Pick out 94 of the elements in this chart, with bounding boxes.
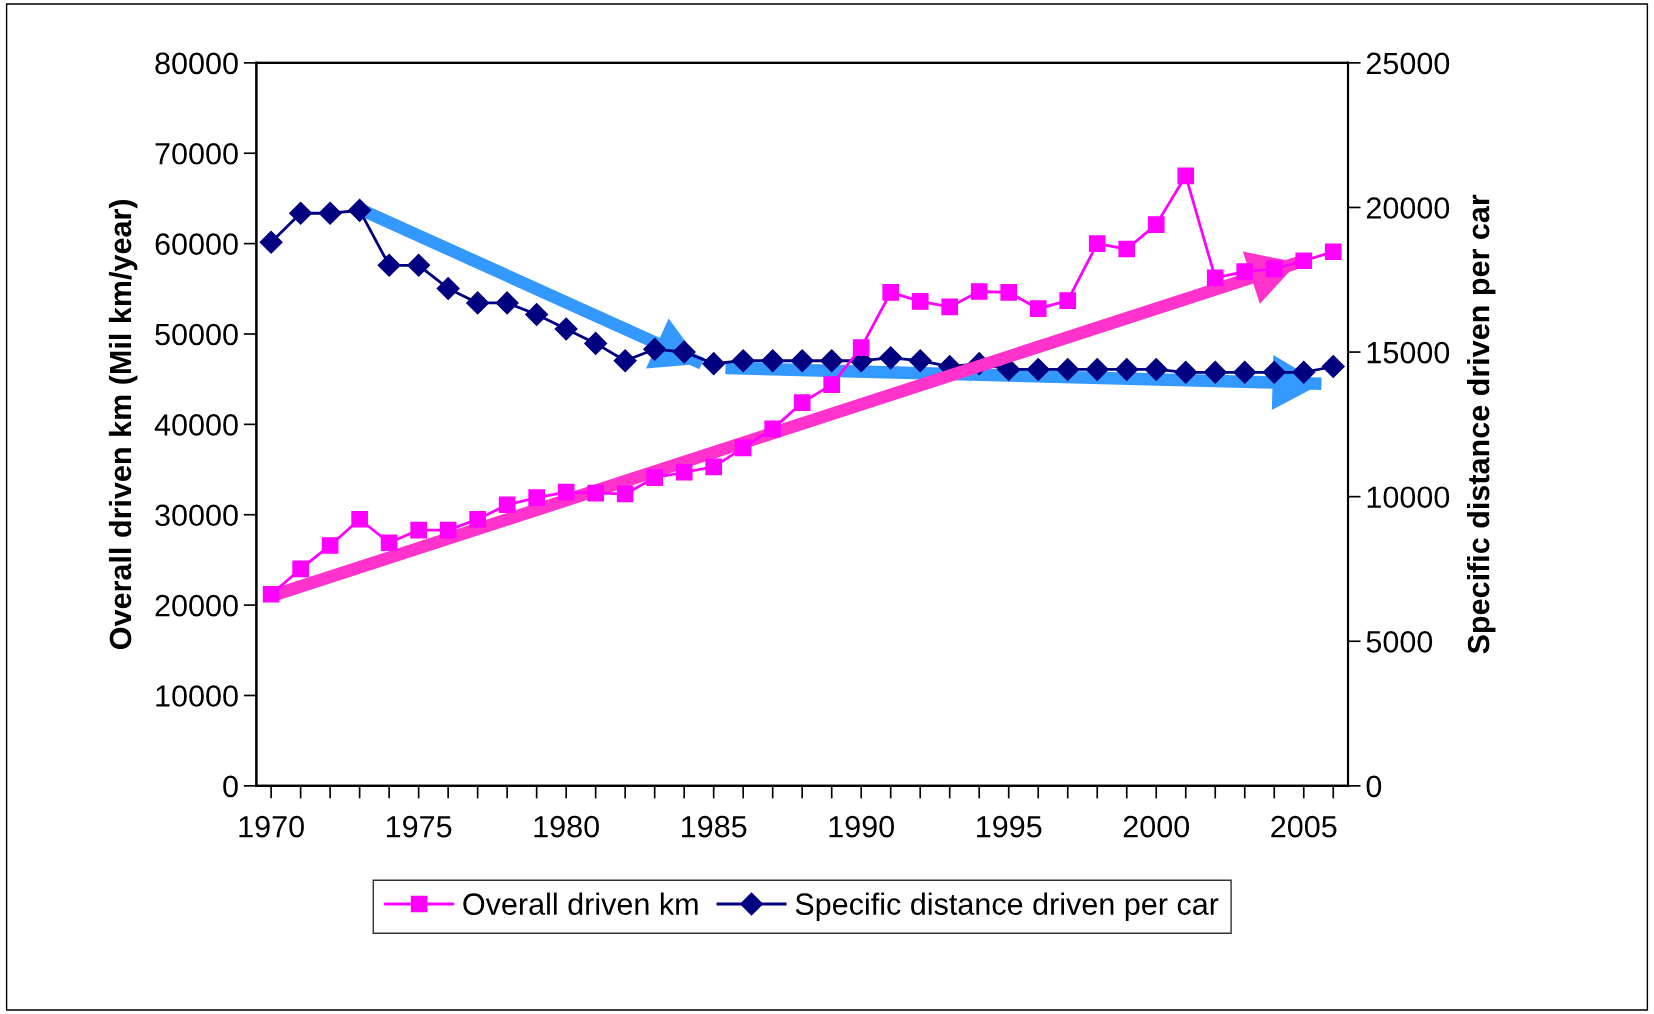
point bbox=[882, 284, 900, 301]
x-tick-label: 1980 bbox=[534, 815, 599, 838]
y2-tick-label: 0 bbox=[1366, 775, 1382, 798]
point bbox=[1206, 269, 1224, 287]
point bbox=[318, 201, 342, 225]
point bbox=[1026, 357, 1050, 381]
y-tick-label: 60000 bbox=[155, 233, 238, 255]
y2-axis-title: Specific distance driven per car bbox=[1467, 194, 1496, 654]
point bbox=[1056, 357, 1080, 381]
y2-tick-label: 15000 bbox=[1367, 341, 1450, 364]
x-tick-label: 1990 bbox=[829, 815, 894, 838]
point bbox=[1233, 360, 1257, 384]
y-tick-label: 70000 bbox=[155, 142, 238, 165]
point bbox=[852, 339, 870, 356]
point bbox=[702, 352, 726, 376]
point bbox=[1174, 360, 1198, 384]
y2-tick-label: 20000 bbox=[1366, 197, 1450, 219]
point bbox=[911, 293, 929, 310]
y-tick-label: 0 bbox=[223, 775, 238, 798]
y-tick-label: 50000 bbox=[155, 323, 238, 346]
point bbox=[761, 349, 785, 373]
y-axis-title: Overall driven km (Mil km/year) bbox=[108, 200, 138, 649]
point bbox=[469, 510, 486, 528]
x-tick-label: 1985 bbox=[682, 815, 747, 838]
point bbox=[1262, 360, 1286, 384]
point bbox=[908, 349, 932, 373]
point bbox=[1295, 252, 1313, 270]
point bbox=[793, 394, 811, 412]
legend-label: Specific distance driven per car bbox=[795, 892, 1219, 922]
y-tick-label: 10000 bbox=[156, 685, 238, 707]
point bbox=[764, 420, 782, 438]
point bbox=[1321, 355, 1345, 379]
point bbox=[1177, 167, 1195, 185]
legend-label: Overall driven km bbox=[463, 892, 698, 915]
point bbox=[436, 276, 460, 300]
point bbox=[584, 331, 608, 355]
point bbox=[407, 253, 431, 277]
point bbox=[820, 349, 844, 373]
point bbox=[292, 560, 309, 578]
point bbox=[466, 291, 490, 315]
point bbox=[1203, 360, 1227, 384]
point bbox=[675, 463, 693, 481]
x-tick-label: 1995 bbox=[977, 815, 1042, 838]
point bbox=[646, 469, 664, 487]
point bbox=[587, 484, 604, 502]
point bbox=[879, 346, 903, 370]
point bbox=[439, 521, 457, 539]
x-tick-label: 1975 bbox=[386, 815, 452, 838]
y-tick-label: 20000 bbox=[155, 594, 238, 617]
point bbox=[616, 485, 634, 503]
point bbox=[731, 349, 755, 373]
point bbox=[554, 317, 578, 341]
point bbox=[1236, 263, 1254, 280]
y2-tick-label: 10000 bbox=[1367, 486, 1450, 509]
point bbox=[613, 349, 637, 373]
point bbox=[377, 253, 401, 277]
point bbox=[1144, 357, 1168, 381]
point bbox=[1059, 292, 1077, 309]
y-tick-label: 30000 bbox=[155, 504, 238, 527]
point bbox=[410, 521, 427, 539]
point bbox=[351, 510, 368, 528]
point bbox=[525, 302, 549, 326]
point bbox=[557, 483, 575, 501]
point bbox=[289, 201, 313, 225]
point bbox=[495, 291, 519, 315]
point bbox=[528, 489, 545, 506]
point bbox=[380, 534, 398, 552]
point bbox=[348, 198, 372, 222]
point bbox=[790, 349, 814, 373]
point bbox=[321, 537, 339, 554]
point bbox=[705, 458, 723, 476]
x-tick-label: 1970 bbox=[239, 815, 304, 838]
y-tick-label: 80000 bbox=[155, 52, 238, 75]
y2-tick-label: 25000 bbox=[1366, 52, 1450, 75]
y2-tick-label: 5000 bbox=[1366, 630, 1433, 653]
point bbox=[259, 230, 283, 254]
point bbox=[823, 376, 841, 393]
x-tick-label: 2005 bbox=[1271, 815, 1337, 838]
y-tick-label: 40000 bbox=[154, 414, 238, 436]
point bbox=[1147, 216, 1165, 233]
point bbox=[941, 298, 959, 316]
point bbox=[970, 283, 988, 300]
point bbox=[1000, 284, 1018, 301]
point bbox=[1085, 357, 1109, 381]
point bbox=[1324, 243, 1342, 261]
point bbox=[643, 337, 667, 361]
point bbox=[734, 439, 752, 457]
point bbox=[498, 496, 516, 514]
point bbox=[1029, 300, 1047, 318]
point bbox=[1118, 240, 1136, 258]
point bbox=[1115, 357, 1139, 381]
point bbox=[1088, 235, 1106, 252]
point bbox=[262, 585, 280, 603]
x-tick-label: 2000 bbox=[1123, 815, 1190, 838]
